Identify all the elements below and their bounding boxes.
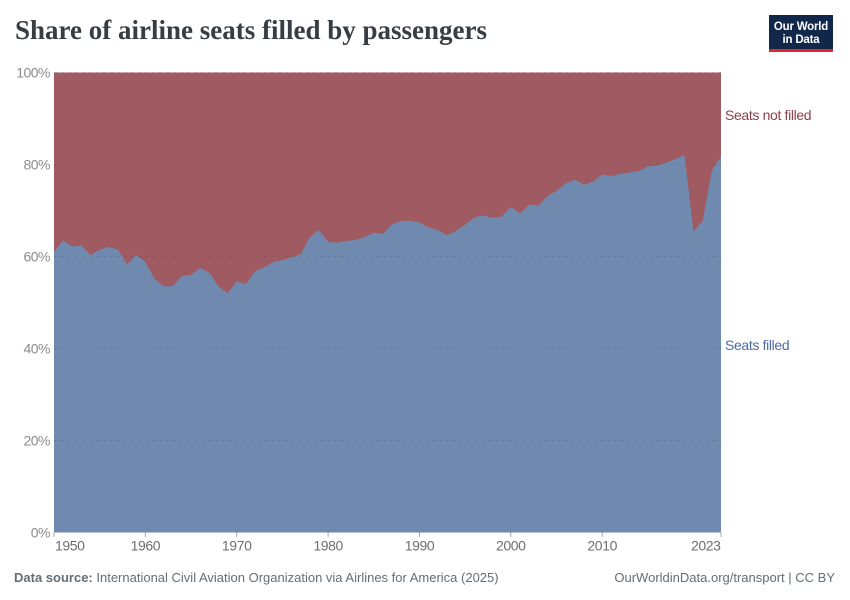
svg-text:1960: 1960 <box>131 538 161 554</box>
svg-text:100%: 100% <box>16 65 50 81</box>
svg-text:1980: 1980 <box>313 538 343 554</box>
svg-text:2000: 2000 <box>496 538 526 554</box>
svg-text:1970: 1970 <box>222 538 252 554</box>
svg-text:20%: 20% <box>23 433 50 449</box>
svg-text:2010: 2010 <box>587 538 617 554</box>
svg-text:60%: 60% <box>23 249 50 265</box>
svg-text:1990: 1990 <box>405 538 435 554</box>
svg-text:40%: 40% <box>23 341 50 357</box>
svg-text:2023: 2023 <box>691 538 721 554</box>
svg-text:1950: 1950 <box>55 538 85 554</box>
svg-text:0%: 0% <box>31 525 50 541</box>
svg-text:80%: 80% <box>23 157 50 173</box>
